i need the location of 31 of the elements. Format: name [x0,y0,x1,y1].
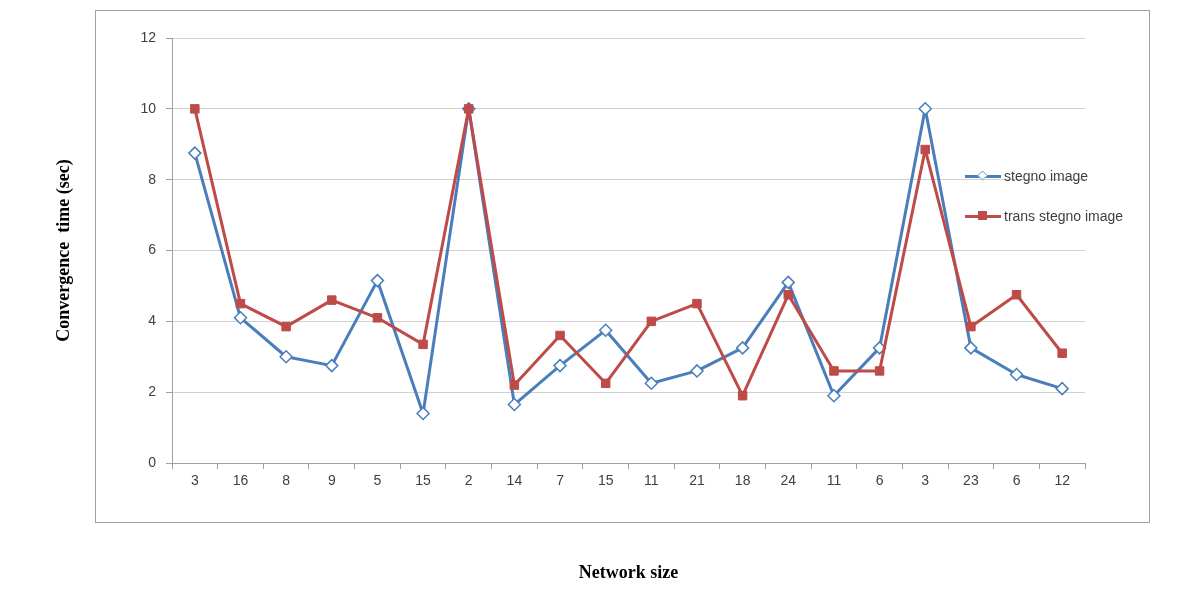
x-tick-label: 7 [556,472,565,489]
legend-label: stegno image [1004,168,1089,184]
x-tick-label: 2 [464,472,473,489]
y-tick-label: 6 [148,241,157,258]
x-tick-label: 3 [921,472,930,489]
x-tick-label: 11 [644,472,659,489]
x-axis-title: Network size [578,561,679,582]
x-tick-label: 5 [373,472,382,489]
x-tick-label: 15 [415,472,432,489]
x-tick-label: 18 [734,472,751,489]
y-tick-label: 2 [148,383,157,400]
x-tick-label: 11 [826,472,842,489]
x-tick-label: 9 [327,472,336,489]
x-tick-label: 6 [1012,472,1021,489]
x-tick-label: 24 [780,472,797,489]
y-tick-label: 12 [140,28,157,45]
y-tick-label: 10 [140,99,157,116]
x-tick-label: 3 [190,472,199,489]
y-tick-label: 4 [148,312,157,329]
x-tick-label: 21 [689,472,705,489]
x-tick-label: 14 [506,472,523,489]
x-tick-label: 8 [282,472,291,489]
x-tick-label: 15 [597,472,614,489]
x-tick-label: 16 [232,472,249,489]
legend-label: trans stegno image [1004,208,1124,224]
y-axis-title: Convergence time (sec) [53,159,75,342]
y-tick-label: 0 [148,453,157,470]
x-tick-label: 23 [963,472,979,489]
y-tick-label: 8 [148,170,157,187]
x-tick-label: 6 [875,472,884,489]
x-tick-label: 12 [1054,472,1071,489]
